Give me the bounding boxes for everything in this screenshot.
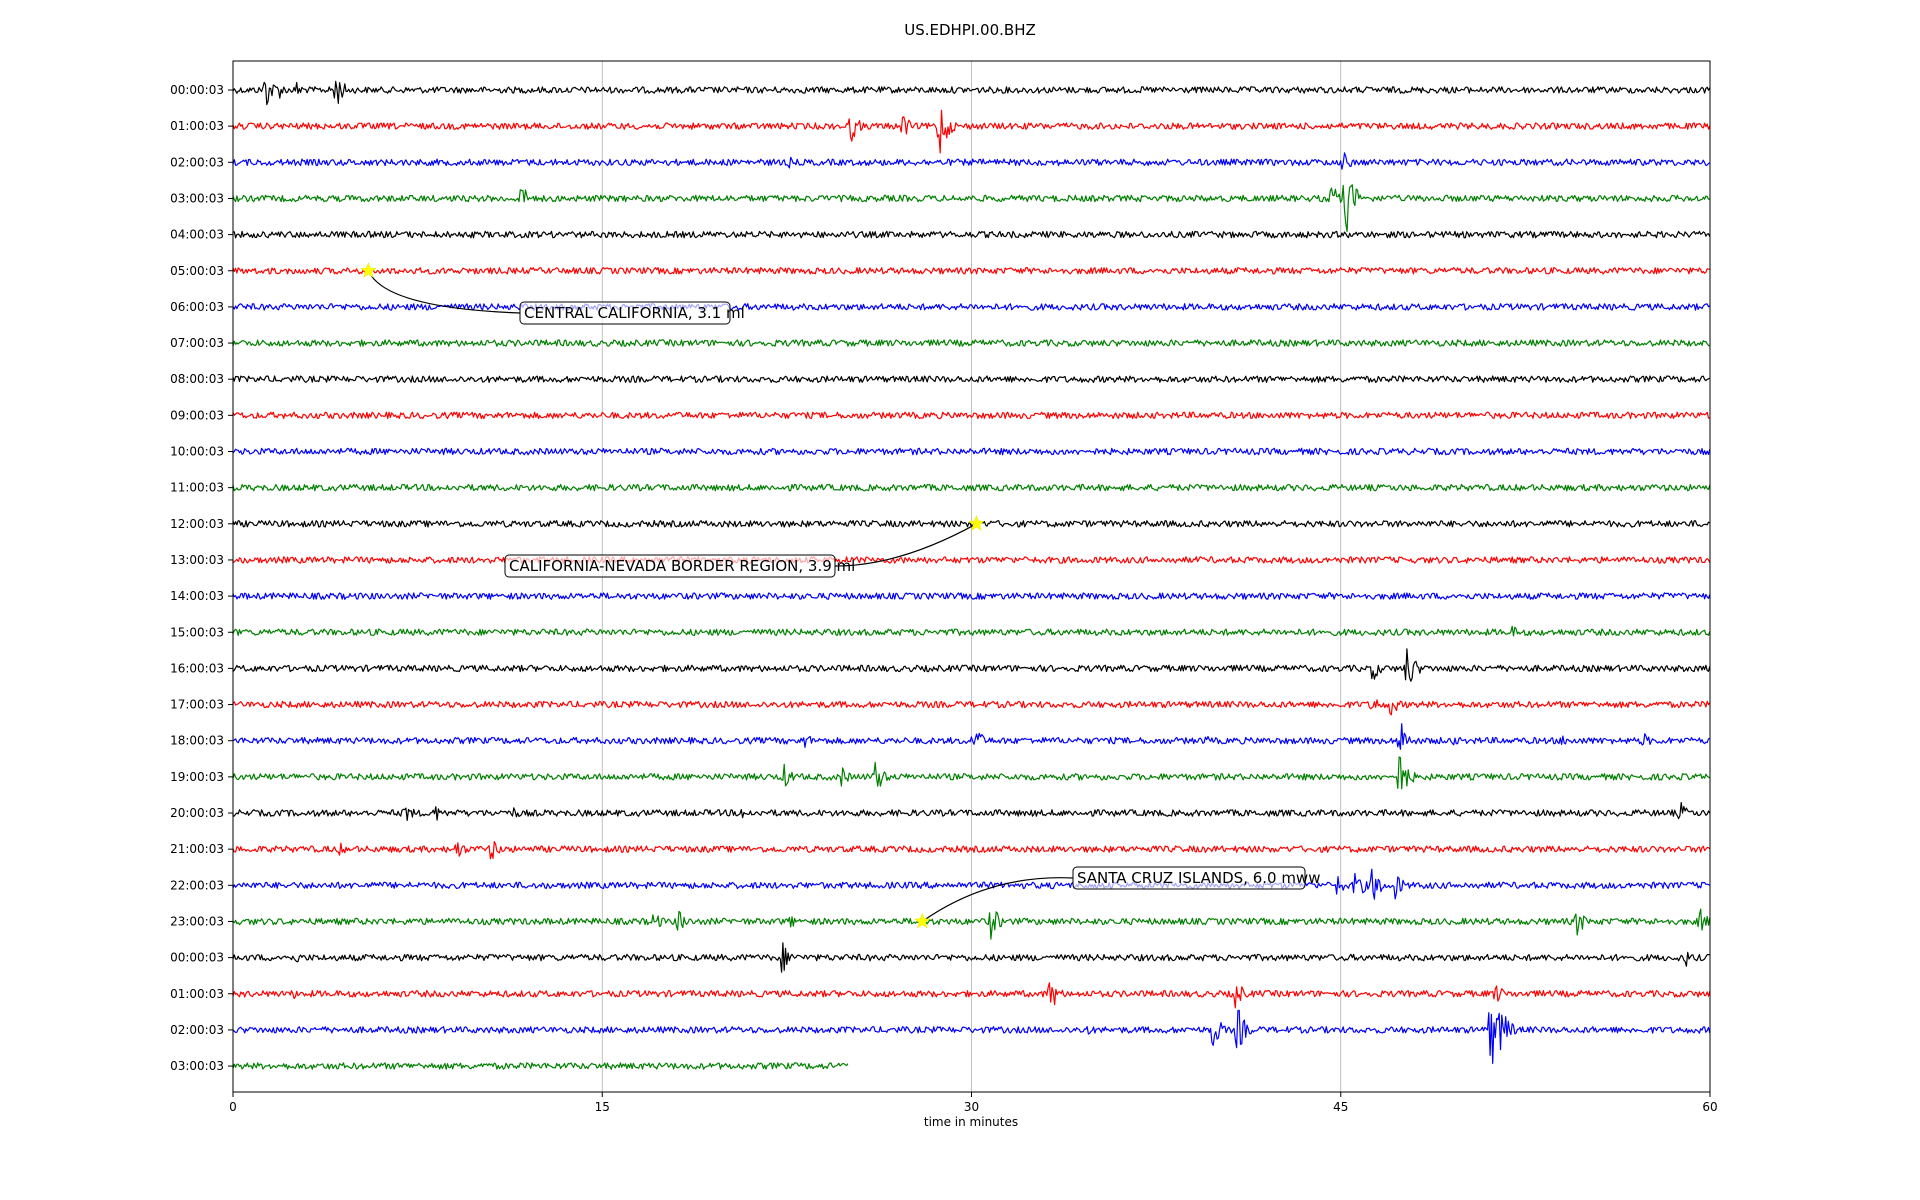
trace-row bbox=[232, 483, 1711, 492]
annotation-label: CENTRAL CALIFORNIA, 3.1 ml bbox=[524, 304, 745, 322]
trace-row bbox=[232, 1062, 849, 1070]
row-time-label: 03:00:03 bbox=[170, 191, 224, 205]
trace-row bbox=[232, 723, 1711, 750]
trace-row bbox=[232, 80, 1711, 106]
trace-row bbox=[232, 184, 1710, 233]
y-tick-labels: 00:00:03 01:00:03 02:00:03 03:00:03 04:00:03… bbox=[170, 83, 233, 1073]
trace-row bbox=[232, 230, 1711, 239]
row-time-label: 22:00:03 bbox=[170, 878, 224, 892]
row-time-label: 00:00:03 bbox=[170, 951, 224, 965]
x-tick-label: 45 bbox=[1333, 1100, 1348, 1114]
row-time-label: 10:00:03 bbox=[170, 445, 224, 459]
trace-row bbox=[232, 267, 1710, 275]
row-time-label: 12:00:03 bbox=[170, 517, 224, 531]
annotation-box bbox=[519, 301, 731, 325]
trace-row bbox=[232, 109, 1711, 154]
annotation-connector bbox=[367, 270, 521, 314]
row-time-label: 00:00:03 bbox=[170, 83, 224, 97]
trace-row bbox=[232, 411, 1710, 420]
trace-row bbox=[232, 520, 1711, 528]
trace-row bbox=[232, 868, 1711, 900]
row-time-label: 01:00:03 bbox=[170, 119, 224, 133]
annotation-box bbox=[504, 554, 836, 578]
trace-row bbox=[232, 908, 1711, 940]
trace-row bbox=[232, 1009, 1711, 1064]
annotation-connector bbox=[921, 877, 1074, 922]
annotation-label: SANTA CRUZ ISLANDS, 6.0 mww bbox=[1077, 869, 1320, 887]
trace-row bbox=[232, 303, 1711, 311]
row-time-label: 06:00:03 bbox=[170, 300, 224, 314]
trace-row bbox=[232, 339, 1711, 347]
trace-row bbox=[232, 625, 1711, 637]
trace-row bbox=[232, 592, 1711, 600]
chart-title: US.EDHPI.00.BHZ bbox=[904, 21, 1036, 39]
x-tick-labels: 0 15 30 45 60 bbox=[229, 1092, 1718, 1114]
trace-row bbox=[232, 152, 1711, 170]
event-star-icon bbox=[360, 262, 377, 278]
trace-row bbox=[232, 841, 1711, 860]
trace-row bbox=[232, 982, 1711, 1009]
trace-row bbox=[232, 942, 1710, 973]
row-time-label: 03:00:03 bbox=[170, 1059, 224, 1073]
row-time-label: 21:00:03 bbox=[170, 842, 224, 856]
row-time-label: 08:00:03 bbox=[170, 372, 224, 386]
trace-row bbox=[232, 556, 1711, 564]
trace-row bbox=[232, 756, 1711, 790]
row-time-label: 16:00:03 bbox=[170, 661, 224, 675]
event-star-icon bbox=[914, 912, 931, 929]
row-time-label: 13:00:03 bbox=[170, 553, 224, 567]
row-time-label: 15:00:03 bbox=[170, 625, 224, 639]
row-time-label: 07:00:03 bbox=[170, 336, 224, 350]
row-time-label: 19:00:03 bbox=[170, 770, 224, 784]
x-tick-label: 60 bbox=[1702, 1100, 1717, 1114]
trace-row bbox=[232, 447, 1711, 456]
row-time-label: 14:00:03 bbox=[170, 589, 224, 603]
x-axis-label: time in minutes bbox=[924, 1115, 1018, 1129]
trace-row bbox=[232, 699, 1711, 716]
x-tick-label: 0 bbox=[229, 1100, 237, 1114]
trace-row bbox=[232, 648, 1711, 682]
row-time-label: 02:00:03 bbox=[170, 1023, 224, 1037]
trace-row bbox=[232, 802, 1711, 821]
x-tick-label: 15 bbox=[595, 1100, 610, 1114]
row-time-label: 05:00:03 bbox=[170, 264, 224, 278]
event-annotations: CENTRAL CALIFORNIA, 3.1 ml CALIFORNIA-NEV… bbox=[360, 262, 1320, 929]
row-time-label: 11:00:03 bbox=[170, 481, 224, 495]
traces bbox=[232, 80, 1711, 1070]
row-time-label: 01:00:03 bbox=[170, 987, 224, 1001]
row-time-label: 04:00:03 bbox=[170, 228, 224, 242]
annotation-box bbox=[1072, 866, 1306, 890]
annotation-connector bbox=[834, 523, 977, 567]
row-time-label: 17:00:03 bbox=[170, 698, 224, 712]
x-tick-label: 30 bbox=[964, 1100, 979, 1114]
row-time-label: 18:00:03 bbox=[170, 734, 224, 748]
annotation-label: CALIFORNIA-NEVADA BORDER REGION, 3.9 ml bbox=[509, 557, 855, 575]
event-star-icon bbox=[968, 515, 985, 531]
trace-row bbox=[232, 375, 1711, 383]
row-time-label: 23:00:03 bbox=[170, 914, 224, 928]
row-time-label: 09:00:03 bbox=[170, 408, 224, 422]
row-time-label: 02:00:03 bbox=[170, 155, 224, 169]
row-time-label: 20:00:03 bbox=[170, 806, 224, 820]
